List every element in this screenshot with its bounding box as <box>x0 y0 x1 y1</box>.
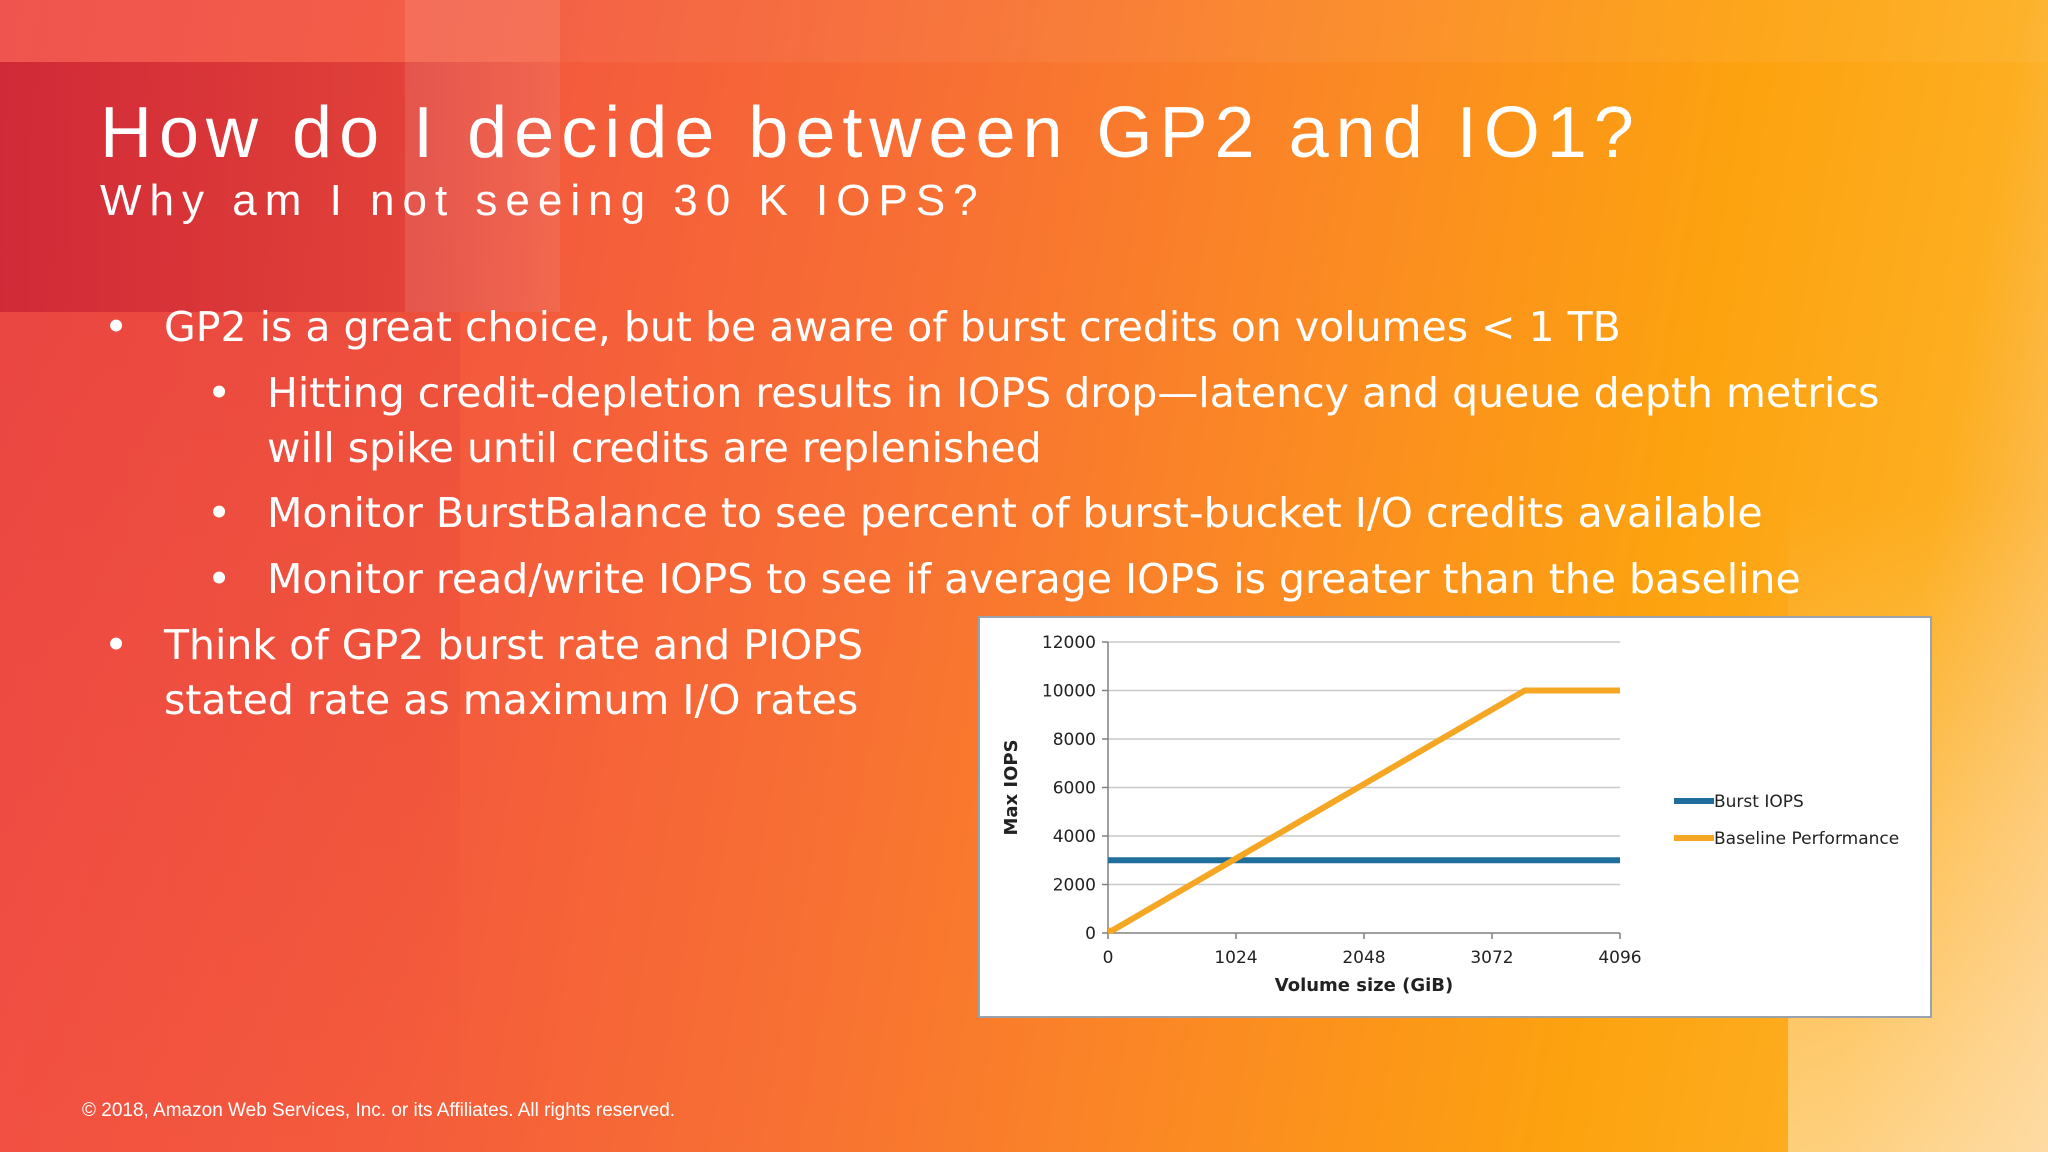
copyright-footer: © 2018, Amazon Web Services, Inc. or its… <box>82 1100 676 1121</box>
bullet-1: • GP2 is a great choice, but be aware of… <box>104 300 1621 355</box>
slide-subtitle: Why am I not seeing 30 K IOPS? <box>100 176 986 225</box>
x-tick-label: 4096 <box>1598 948 1641 968</box>
y-tick-label: 6000 <box>1053 779 1096 799</box>
bullet-dot: • <box>207 555 232 603</box>
bullet-text: Hitting credit-depletion results in IOPS… <box>267 369 1880 472</box>
bullet-dot: • <box>207 369 232 417</box>
bullet-text: GP2 is a great choice, but be aware of b… <box>164 303 1621 351</box>
y-tick-label: 4000 <box>1053 827 1096 847</box>
iops-chart-svg: 0 2000 4000 6000 8000 10000 12000 0 1024 2048 3072… <box>1001 633 1899 996</box>
x-tick-label: 2048 <box>1342 948 1385 968</box>
bullet-2: • Think of GP2 burst rate and PIOPS stat… <box>104 618 884 728</box>
decorative-top-band <box>0 0 2048 62</box>
y-axis-label: Max IOPS <box>1001 739 1022 835</box>
bullet-text: Monitor BurstBalance to see percent of b… <box>267 489 1763 537</box>
y-tick-label: 12000 <box>1042 633 1096 653</box>
sub-bullet-1: • Hitting credit-depletion results in IO… <box>207 366 1887 476</box>
series-line-baseline-performance <box>1108 687 1620 934</box>
bullet-text: Think of GP2 burst rate and PIOPS stated… <box>164 621 864 724</box>
y-tick-label: 8000 <box>1053 730 1096 750</box>
bullet-dot: • <box>104 303 129 351</box>
y-tick-label: 2000 <box>1053 876 1096 896</box>
bullet-dot: • <box>104 621 129 669</box>
legend-label-baseline-performance: Baseline Performance <box>1714 829 1899 849</box>
bullet-dot: • <box>207 489 232 537</box>
y-tick-label: 10000 <box>1042 682 1096 702</box>
iops-chart: 0 2000 4000 6000 8000 10000 12000 0 1024 2048 3072… <box>978 616 1932 1018</box>
bullet-text: Monitor read/write IOPS to see if averag… <box>267 555 1801 603</box>
sub-bullet-3: • Monitor read/write IOPS to see if aver… <box>207 552 1801 607</box>
legend-label-burst-iops: Burst IOPS <box>1714 792 1804 812</box>
x-tick-label: 3072 <box>1470 948 1513 968</box>
slide-title: How do I decide between GP2 and IO1? <box>100 93 1641 173</box>
x-tick-label: 1024 <box>1214 948 1257 968</box>
y-tick-label: 0 <box>1085 924 1096 944</box>
x-tick-label: 0 <box>1103 948 1114 968</box>
x-axis-label: Volume size (GiB) <box>1275 975 1453 996</box>
sub-bullet-2: • Monitor BurstBalance to see percent of… <box>207 486 1763 541</box>
